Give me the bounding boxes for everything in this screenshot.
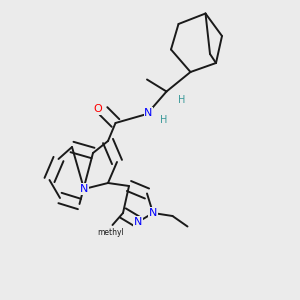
Text: O: O bbox=[94, 104, 103, 115]
Text: H: H bbox=[178, 94, 185, 105]
Text: N: N bbox=[149, 208, 157, 218]
Text: N: N bbox=[134, 217, 142, 227]
Text: N: N bbox=[144, 107, 153, 118]
Text: methyl: methyl bbox=[98, 228, 124, 237]
Text: H: H bbox=[160, 115, 167, 125]
Text: N: N bbox=[80, 184, 88, 194]
